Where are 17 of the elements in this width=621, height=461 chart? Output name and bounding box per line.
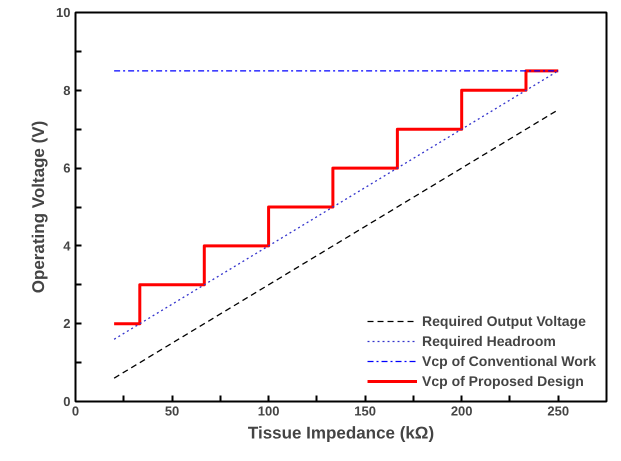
x-tick-label: 250 [547, 404, 570, 418]
x-axis-title: Tissue Impedance (kΩ) [248, 424, 434, 442]
legend-label: Required Headroom [422, 333, 556, 349]
y-tick-label: 0 [63, 394, 71, 409]
legend-label: Required Output Voltage [422, 313, 586, 329]
x-tick-label: 100 [258, 404, 280, 418]
x-tick-label: 150 [354, 404, 376, 418]
y-tick-label: 2 [63, 316, 71, 332]
y-axis-title: Operating Voltage (V) [29, 120, 48, 294]
y-tick-label: 4 [63, 238, 72, 254]
x-tick-label: 50 [164, 404, 180, 418]
legend-label: Vcp of Proposed Design [422, 373, 584, 389]
y-tick-label: 6 [63, 160, 71, 176]
y-tick-label: 10 [56, 5, 71, 20]
legend-label: Vcp of Conventional Work [422, 353, 596, 369]
y-tick-label: 8 [63, 82, 71, 98]
x-tick-label: 200 [450, 404, 473, 418]
